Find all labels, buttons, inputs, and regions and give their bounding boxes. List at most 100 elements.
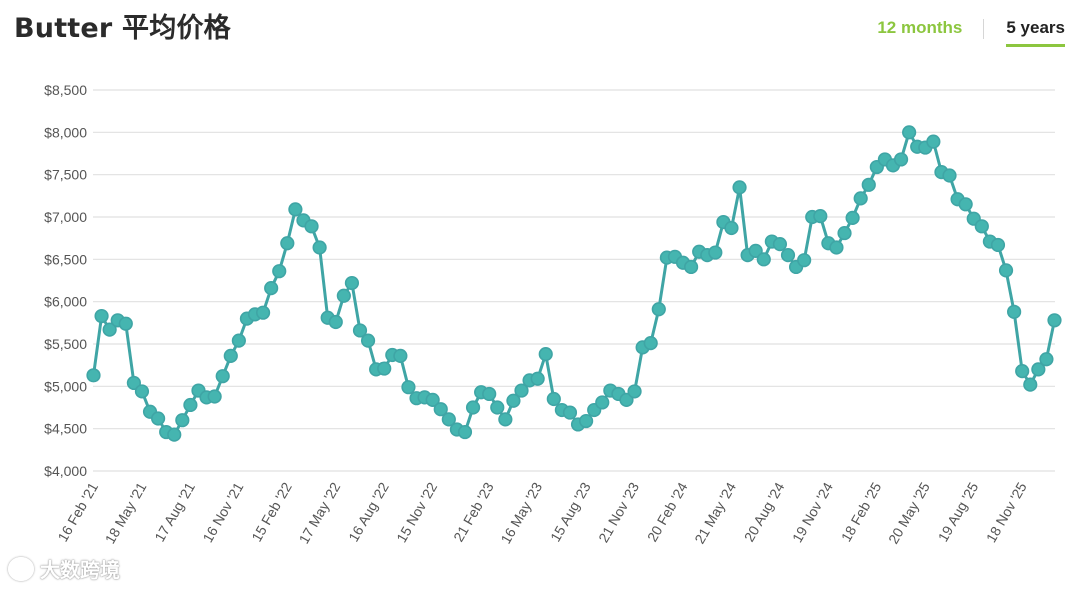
data-point[interactable]	[797, 253, 812, 268]
data-point[interactable]	[457, 424, 473, 440]
data-point[interactable]	[280, 236, 295, 251]
data-point[interactable]	[562, 405, 578, 420]
data-point[interactable]	[498, 412, 513, 427]
data-point[interactable]	[1031, 362, 1046, 377]
data-point[interactable]	[134, 384, 150, 399]
data-point[interactable]	[126, 375, 141, 391]
tab-5-years[interactable]: 5 years	[1006, 18, 1065, 47]
data-point[interactable]	[1007, 304, 1022, 319]
data-point[interactable]	[231, 333, 246, 348]
data-point[interactable]	[328, 314, 343, 330]
y-tick-label: $8,000	[44, 124, 87, 140]
data-point[interactable]	[748, 243, 763, 258]
y-tick-label: $5,000	[44, 378, 87, 394]
data-point[interactable]	[175, 413, 190, 428]
grid-lines	[93, 89, 1055, 472]
data-point[interactable]	[998, 263, 1014, 278]
data-point[interactable]	[118, 316, 133, 331]
data-point[interactable]	[538, 347, 553, 362]
data-point[interactable]	[595, 395, 610, 410]
data-point[interactable]	[506, 393, 521, 408]
data-point[interactable]	[627, 384, 642, 399]
tab-12-months[interactable]: 12 months	[877, 18, 963, 37]
data-point[interactable]	[724, 220, 739, 236]
data-point[interactable]	[344, 275, 360, 291]
data-point[interactable]	[893, 152, 909, 167]
data-point[interactable]	[1047, 313, 1062, 328]
data-point[interactable]	[619, 392, 634, 407]
data-point[interactable]	[1023, 377, 1038, 392]
y-tick-label: $6,000	[44, 294, 87, 310]
data-point[interactable]	[579, 413, 594, 429]
x-tick-label: 19 Aug '25	[935, 479, 982, 544]
data-point[interactable]	[490, 400, 505, 415]
data-point[interactable]	[530, 371, 545, 386]
data-point[interactable]	[958, 197, 973, 212]
data-point[interactable]	[312, 240, 327, 255]
y-tick-label: $7,000	[44, 209, 87, 225]
data-point[interactable]	[425, 392, 440, 407]
x-tick-label: 16 Nov '21	[199, 479, 246, 545]
data-point[interactable]	[264, 281, 279, 296]
data-point[interactable]	[902, 125, 917, 140]
data-point[interactable]	[288, 202, 303, 217]
data-point[interactable]	[86, 368, 101, 383]
data-point[interactable]	[651, 302, 666, 317]
data-point[interactable]	[304, 219, 319, 234]
data-point[interactable]	[441, 412, 456, 427]
series-line	[92, 130, 1056, 437]
data-point[interactable]	[183, 397, 198, 413]
x-tick-label: 19 Nov '24	[789, 479, 836, 545]
data-point[interactable]	[990, 237, 1006, 253]
data-point[interactable]	[215, 369, 230, 384]
data-point[interactable]	[360, 333, 376, 348]
x-tick-label: 16 Aug '22	[345, 479, 392, 544]
watermark-logo-icon	[8, 556, 34, 581]
watermark: 大数跨境	[8, 554, 120, 583]
data-point[interactable]	[546, 391, 561, 407]
x-tick-label: 18 Nov '25	[983, 479, 1030, 545]
time-range-tabs: 12 months 5 years	[877, 18, 1065, 47]
data-point[interactable]	[926, 134, 941, 149]
data-point[interactable]	[377, 361, 392, 376]
data-point[interactable]	[514, 383, 529, 398]
data-point[interactable]	[465, 400, 481, 415]
data-point[interactable]	[974, 219, 989, 234]
data-point[interactable]	[813, 209, 828, 224]
y-tick-label: $6,500	[44, 251, 87, 267]
data-point[interactable]	[151, 411, 166, 426]
data-point[interactable]	[853, 191, 868, 206]
data-point[interactable]	[272, 264, 287, 279]
x-tick-label: 16 Feb '21	[54, 479, 101, 544]
data-point[interactable]	[401, 380, 416, 395]
x-tick-label: 18 Feb '25	[838, 479, 885, 544]
data-point[interactable]	[829, 240, 844, 255]
data-point[interactable]	[780, 248, 796, 263]
data-point[interactable]	[482, 386, 497, 402]
data-point[interactable]	[756, 252, 771, 267]
y-tick-label: $4,000	[44, 463, 87, 479]
y-tick-label: $4,500	[44, 421, 87, 437]
data-point[interactable]	[393, 348, 408, 363]
data-point[interactable]	[433, 402, 448, 417]
data-point[interactable]	[352, 323, 368, 338]
data-point[interactable]	[255, 305, 271, 320]
data-point[interactable]	[223, 348, 238, 363]
data-point[interactable]	[772, 236, 788, 252]
data-point[interactable]	[683, 259, 699, 275]
data-point[interactable]	[837, 225, 852, 241]
data-point[interactable]	[1015, 363, 1030, 379]
data-point[interactable]	[1039, 352, 1054, 367]
data-point[interactable]	[336, 288, 351, 303]
data-point[interactable]	[845, 210, 860, 225]
data-point[interactable]	[94, 308, 109, 324]
data-point[interactable]	[167, 427, 182, 442]
data-point[interactable]	[861, 177, 876, 192]
data-point[interactable]	[207, 389, 222, 404]
data-point[interactable]	[708, 245, 723, 260]
tab-divider	[983, 19, 985, 39]
data-point[interactable]	[942, 168, 957, 183]
data-point[interactable]	[102, 322, 117, 337]
data-point[interactable]	[732, 180, 747, 195]
data-point[interactable]	[643, 336, 658, 351]
